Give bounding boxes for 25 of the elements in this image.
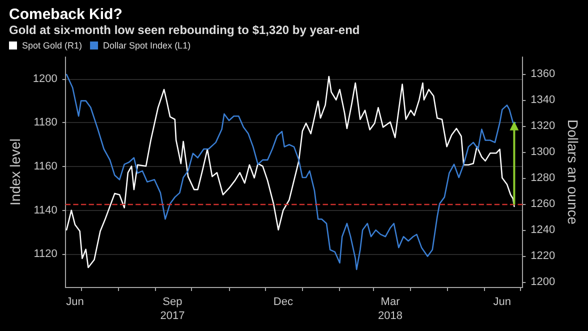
y2-tick-label: 1220: [530, 250, 556, 262]
y-axis-title: Index level: [7, 138, 23, 206]
x-tick-label: Jun: [493, 296, 512, 308]
y-tick-label: 1140: [34, 204, 58, 216]
y-tick-label: 1160: [34, 160, 58, 173]
y2-tick-label: 1340: [530, 94, 556, 106]
x-tick-label: Dec: [273, 296, 294, 308]
y2-tick-label: 1280: [530, 172, 556, 184]
y-tick-label: 1180: [34, 116, 58, 129]
y2-tick-label: 1300: [530, 146, 556, 158]
y2-tick-label: 1320: [530, 120, 556, 132]
y2-tick-label: 1200: [530, 276, 556, 288]
x-tick-label: Mar 2018: [378, 296, 403, 322]
y2-axis-title: Dollars an ounce: [565, 119, 581, 225]
legend-label: Spot Gold (R1): [22, 40, 82, 50]
x-tick-label: Sep 2017: [160, 296, 185, 322]
legend-label: Dollar Spot Index (L1): [103, 40, 191, 50]
y2-tick-label: 1240: [530, 224, 556, 236]
x-tick-label: Jun: [66, 296, 84, 308]
y-tick-label: 1200: [32, 72, 58, 85]
chart-title: Comeback Kid?: [9, 6, 122, 23]
y2-tick-label: 1260: [530, 198, 556, 210]
y2-tick-label: 1360: [530, 68, 556, 80]
chart-subtitle: Gold at six-month low seen rebounding to $1,320 by year-end: [9, 23, 360, 37]
y-tick-label: 1120: [34, 248, 58, 260]
